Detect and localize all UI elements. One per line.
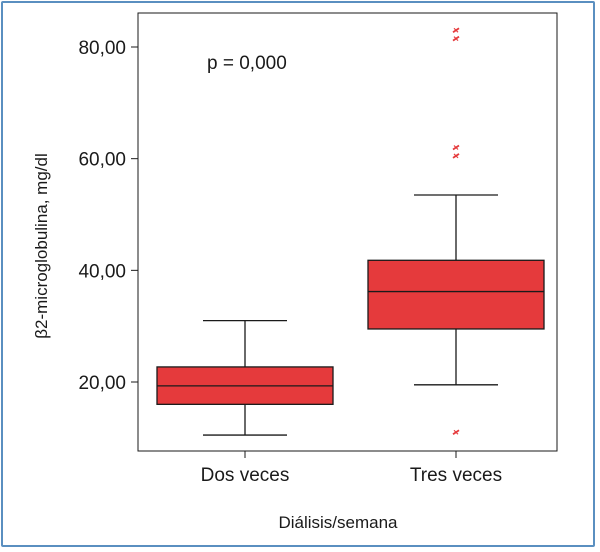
y-axis: 20,00 40,00 60,00 80,00 <box>78 38 138 394</box>
box-iqr <box>367 259 545 330</box>
outlier-point <box>452 153 460 159</box>
y-tick-label: 60,00 <box>78 150 126 171</box>
boxes <box>156 27 545 436</box>
p-value-annotation: p = 0,000 <box>207 53 287 74</box>
outlier-stroke <box>453 429 459 435</box>
x-axis: Dos veces Tres veces <box>201 451 502 486</box>
outlier-stroke <box>453 36 459 42</box>
plot-area <box>137 12 558 452</box>
x-tick-label: Dos veces <box>201 465 290 486</box>
y-axis-title: β2-microglobulina, mg/dl <box>32 153 51 339</box>
y-tick-label: 80,00 <box>78 38 126 59</box>
y-tick-label: 20,00 <box>78 373 126 394</box>
outlier-point <box>452 429 460 436</box>
x-tick-label: Tres veces <box>410 465 502 486</box>
outlier-point <box>452 144 460 151</box>
box-group-2 <box>367 27 545 436</box>
x-axis-title: Diálisis/semana <box>278 513 398 532</box>
outlier-stroke <box>453 145 459 150</box>
y-tick-label: 40,00 <box>78 261 126 282</box>
outlier-stroke <box>453 27 459 33</box>
outlier-point <box>452 27 460 34</box>
outlier-point <box>452 35 460 42</box>
box-group-1 <box>156 319 334 436</box>
outlier-stroke <box>453 153 459 159</box>
